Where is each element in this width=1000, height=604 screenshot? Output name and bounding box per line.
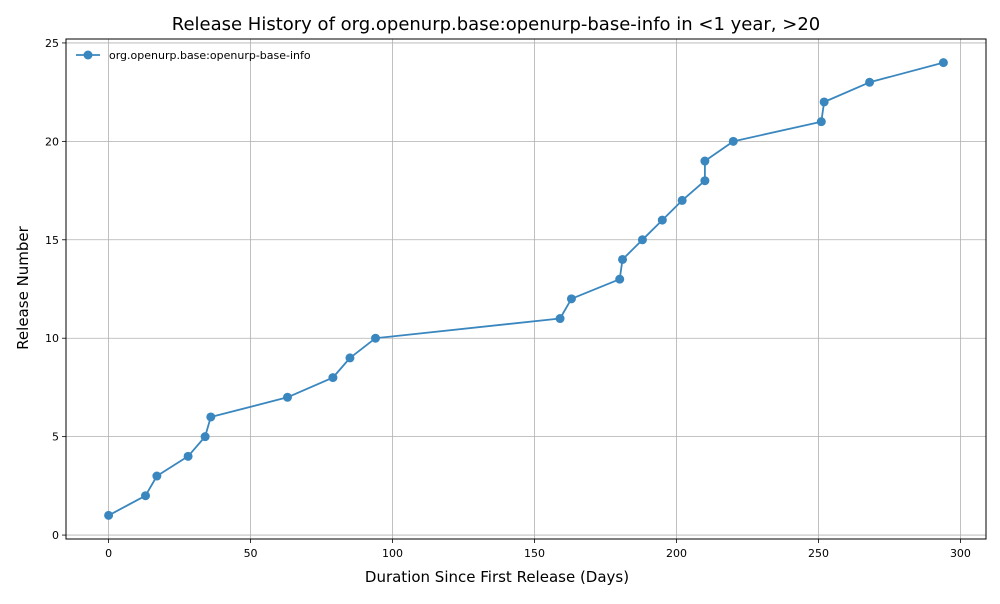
y-tick-label: 25 (45, 37, 59, 50)
data-point (700, 176, 710, 186)
data-point (618, 254, 628, 264)
data-point (819, 97, 829, 107)
data-point (700, 156, 710, 166)
legend: org.openurp.base:openurp-base-info (76, 49, 311, 62)
data-point (200, 432, 210, 442)
data-point (104, 510, 114, 520)
data-point (206, 412, 216, 422)
data-point (938, 58, 948, 68)
data-point (282, 392, 292, 402)
data-point (555, 314, 565, 324)
data-point (657, 215, 667, 225)
y-tick-label: 15 (45, 234, 59, 247)
chart-title: Release History of org.openurp.base:open… (172, 14, 820, 35)
legend-marker (83, 50, 93, 60)
x-tick-label: 300 (950, 547, 971, 560)
data-point (371, 333, 381, 343)
data-point (566, 294, 576, 304)
data-point (345, 353, 355, 363)
data-point (183, 451, 193, 461)
series-layer (104, 58, 948, 520)
data-point (615, 274, 625, 284)
x-tick-label: 200 (666, 547, 687, 560)
y-axis-label: Release Number (14, 225, 32, 349)
x-tick-label: 100 (382, 547, 403, 560)
y-tick-label: 0 (52, 529, 59, 542)
data-point (637, 235, 647, 245)
x-tick-label: 250 (808, 547, 829, 560)
grid-lines (66, 39, 986, 539)
x-tick-label: 50 (244, 547, 258, 560)
y-tick-label: 10 (45, 332, 59, 345)
x-tick-label: 150 (524, 547, 545, 560)
legend-label: org.openurp.base:openurp-base-info (109, 49, 311, 62)
data-point (677, 195, 687, 205)
data-point (728, 136, 738, 146)
y-tick-label: 20 (45, 135, 59, 148)
data-point (141, 491, 151, 501)
data-point (328, 373, 338, 383)
y-tick-label: 5 (52, 431, 59, 444)
x-axis-label: Duration Since First Release (Days) (365, 568, 629, 586)
data-point (816, 117, 826, 127)
data-point (152, 471, 162, 481)
x-tick-label: 0 (105, 547, 112, 560)
plot-area-frame (65, 38, 987, 540)
axis-ticks: 0 50 100 150 200 250 300 0 5 10 15 20 25 (45, 37, 971, 560)
data-point (865, 77, 875, 87)
